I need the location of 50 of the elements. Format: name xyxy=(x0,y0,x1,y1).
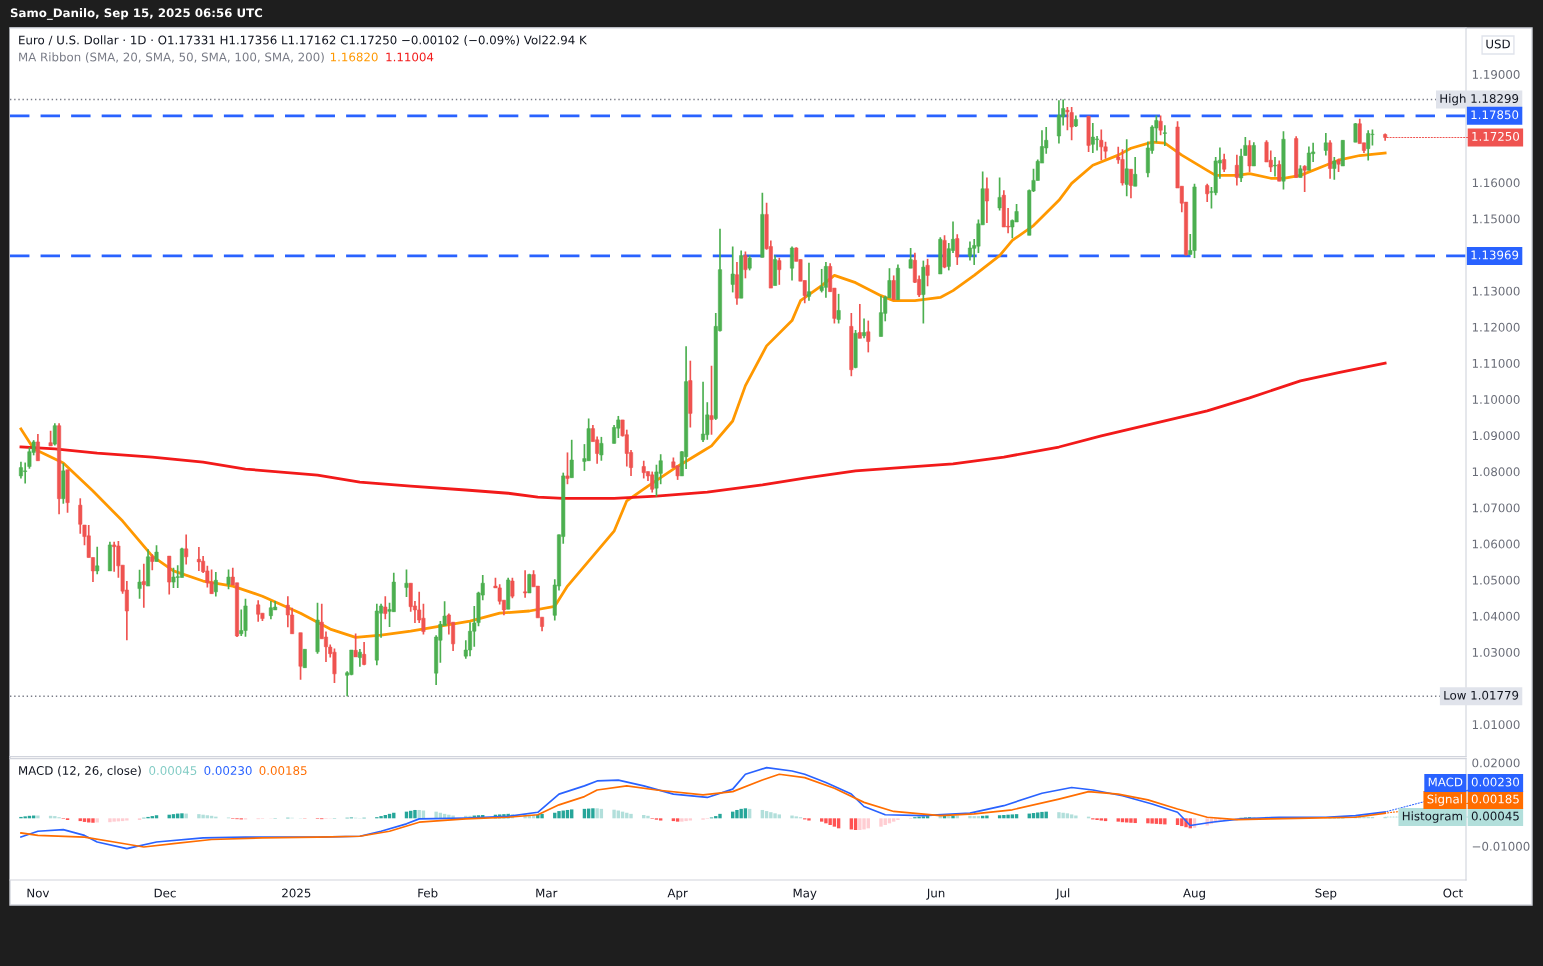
legend-label: Signal xyxy=(1427,794,1462,806)
text: Samo_Danilo, Sep 15, 2025 06:56 UTC xyxy=(10,8,263,20)
y-tick-label: 1.07000 xyxy=(1472,503,1520,513)
x-tick-label: May xyxy=(793,888,817,900)
annotation: 0.00045 xyxy=(149,766,197,775)
y-tick-label: 0.02000 xyxy=(1472,758,1520,768)
x-tick-label: Aug xyxy=(1183,888,1205,900)
ref-line-label: 1.13969 xyxy=(1471,250,1519,260)
y-tick-label: 1.15000 xyxy=(1472,214,1520,224)
y-tick-label: 1.06000 xyxy=(1472,539,1520,549)
text: Euro / U.S. Dollar · 1D · O1.17331 H1.17356 L1.17162 C1.17250 −0.00102 (−0.09%) Vol22.94 K xyxy=(19,35,588,46)
y-tick-label: 1.11000 xyxy=(1472,358,1520,368)
text: 1.16820 xyxy=(330,52,378,62)
x-tick-label: Feb xyxy=(418,888,438,898)
legend-label: Histogram xyxy=(1402,811,1462,823)
ref-line-label: High 1.18299 xyxy=(1440,93,1519,106)
annotation: 0.00230 xyxy=(1471,777,1520,787)
x-tick-label: Dec xyxy=(154,888,176,898)
y-tick-label: 1.13000 xyxy=(1472,286,1520,296)
y-tick-label: 1.10000 xyxy=(1472,395,1520,404)
annotation: 1.17250 xyxy=(1472,131,1520,141)
annotation: 0.00045 xyxy=(1471,811,1519,821)
text: MA Ribbon (SMA, 20, SMA, 50, SMA, 100, SMA, 200) xyxy=(19,52,324,63)
x-tick-label: Jun xyxy=(926,888,945,900)
annotation: 0.00185 xyxy=(1471,794,1519,804)
text: MACD (12, 26, close) xyxy=(19,765,141,777)
x-tick-label: Jul xyxy=(1055,888,1070,900)
y-tick-label: 1.09000 xyxy=(1472,431,1520,441)
y-tick-label: 1.08000 xyxy=(1472,467,1520,477)
annotation: 0.00185 xyxy=(259,766,307,775)
y-tick-label: 1.12000 xyxy=(1472,322,1520,332)
x-tick-label: Sep xyxy=(1315,888,1337,900)
y-tick-label: 1.19000 xyxy=(1472,69,1520,79)
x-tick-label: Apr xyxy=(667,888,688,900)
y-tick-label: 1.04000 xyxy=(1472,611,1520,621)
x-tick-label: Mar xyxy=(536,888,558,898)
y-tick-label: 1.01000 xyxy=(1472,720,1520,730)
y-tick-label: 1.16000 xyxy=(1472,178,1520,188)
legend-label: MACD xyxy=(1428,777,1463,787)
ref-line-label: Low 1.01779 xyxy=(1444,690,1519,700)
y-tick-label: 1.03000 xyxy=(1472,647,1520,657)
annotation: 0.00230 xyxy=(204,766,252,775)
text: 1.11004 xyxy=(386,52,434,62)
y-tick-label: 1.05000 xyxy=(1472,575,1520,585)
text: USD xyxy=(1486,39,1510,49)
ref-line-label: 1.17850 xyxy=(1471,110,1519,120)
y-tick-label: −0.01000 xyxy=(1472,841,1530,851)
x-tick-label: 2025 xyxy=(282,888,311,898)
x-tick-label: Oct xyxy=(1443,888,1463,898)
x-tick-label: Nov xyxy=(27,888,50,898)
